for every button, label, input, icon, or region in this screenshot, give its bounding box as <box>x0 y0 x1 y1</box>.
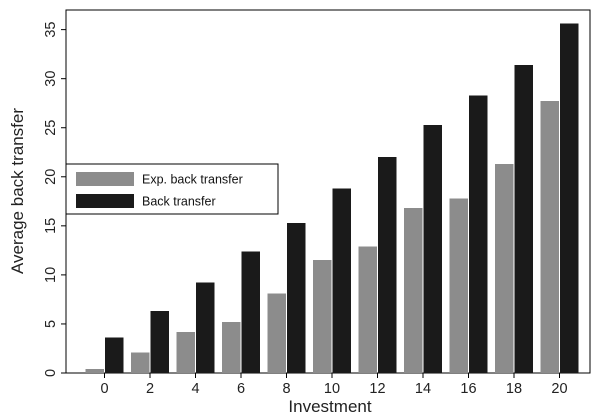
legend-swatch-exp-back-transfer <box>76 172 134 186</box>
y-tick-label: 5 <box>43 320 59 328</box>
x-tick-label: 8 <box>282 381 290 397</box>
bar-back-transfer-12 <box>378 157 397 373</box>
y-tick-label: 30 <box>43 71 59 87</box>
bar-exp-back-transfer-18 <box>495 164 514 373</box>
bar-exp-back-transfer-2 <box>131 352 150 373</box>
x-axis: 0 2 4 6 8 10 12 14 16 18 20 <box>100 373 568 397</box>
bar-back-transfer-10 <box>332 188 351 373</box>
bar-back-transfer-8 <box>287 222 306 373</box>
y-tick-label: 35 <box>43 22 59 38</box>
bar-back-transfer-18 <box>514 64 533 373</box>
bar-exp-back-transfer-12 <box>358 246 377 373</box>
y-tick-label: 0 <box>43 369 59 377</box>
bar-exp-back-transfer-16 <box>449 198 468 373</box>
x-tick-label: 18 <box>506 381 522 397</box>
x-tick-label: 12 <box>369 381 385 397</box>
y-tick-label: 20 <box>43 169 59 185</box>
bar-exp-back-transfer-0 <box>85 369 104 373</box>
x-tick-label: 14 <box>415 381 431 397</box>
legend-label-back-transfer: Back transfer <box>142 195 216 209</box>
x-tick-label: 10 <box>324 381 340 397</box>
legend-label-exp-back-transfer: Exp. back transfer <box>142 173 243 187</box>
x-tick-label: 4 <box>191 381 199 397</box>
bar-back-transfer-6 <box>241 251 260 373</box>
bar-exp-back-transfer-14 <box>404 208 423 373</box>
bar-exp-back-transfer-20 <box>540 101 559 373</box>
x-tick-label: 2 <box>146 381 154 397</box>
x-tick-label: 20 <box>551 381 567 397</box>
bar-back-transfer-20 <box>560 23 579 373</box>
bar-back-transfer-2 <box>150 311 169 373</box>
y-axis-title: Average back transfer <box>8 108 27 274</box>
bar-exp-back-transfer-4 <box>176 331 195 373</box>
legend-swatch-back-transfer <box>76 194 134 208</box>
x-tick-label: 0 <box>100 381 108 397</box>
bar-back-transfer-0 <box>105 337 124 373</box>
bar-back-transfer-14 <box>423 124 442 373</box>
y-tick-label: 25 <box>43 120 59 136</box>
y-tick-label: 15 <box>43 218 59 234</box>
bar-exp-back-transfer-8 <box>267 293 286 373</box>
y-tick-label: 10 <box>43 267 59 283</box>
bar-series-group <box>85 23 579 373</box>
bar-exp-back-transfer-6 <box>222 321 241 373</box>
x-tick-label: 6 <box>237 381 245 397</box>
legend: Exp. back transfer Back transfer <box>65 163 279 215</box>
x-axis-title: Investment <box>288 397 371 415</box>
bar-back-transfer-4 <box>196 282 215 373</box>
bar-exp-back-transfer-10 <box>313 260 332 373</box>
bar-back-transfer-16 <box>469 95 488 373</box>
x-tick-label: 16 <box>460 381 476 397</box>
y-axis: 0 5 10 15 20 25 30 35 <box>43 22 66 377</box>
